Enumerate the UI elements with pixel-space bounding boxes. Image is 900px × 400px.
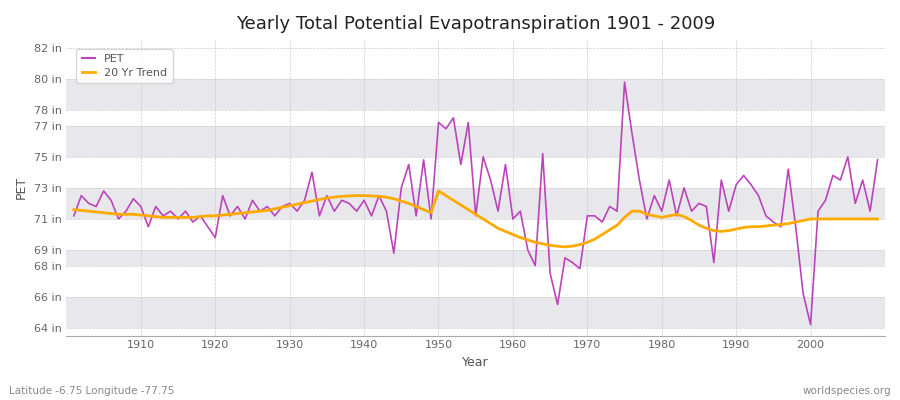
Title: Yearly Total Potential Evapotranspiration 1901 - 2009: Yearly Total Potential Evapotranspiratio…: [236, 15, 716, 33]
Bar: [67, 79, 885, 110]
Bar: [67, 188, 885, 219]
Bar: [67, 250, 885, 266]
Y-axis label: PET: PET: [15, 176, 28, 200]
Bar: [67, 297, 885, 328]
Text: worldspecies.org: worldspecies.org: [803, 386, 891, 396]
Bar: [67, 126, 885, 157]
Text: Latitude -6.75 Longitude -77.75: Latitude -6.75 Longitude -77.75: [9, 386, 175, 396]
X-axis label: Year: Year: [463, 356, 489, 369]
Legend: PET, 20 Yr Trend: PET, 20 Yr Trend: [76, 49, 173, 83]
